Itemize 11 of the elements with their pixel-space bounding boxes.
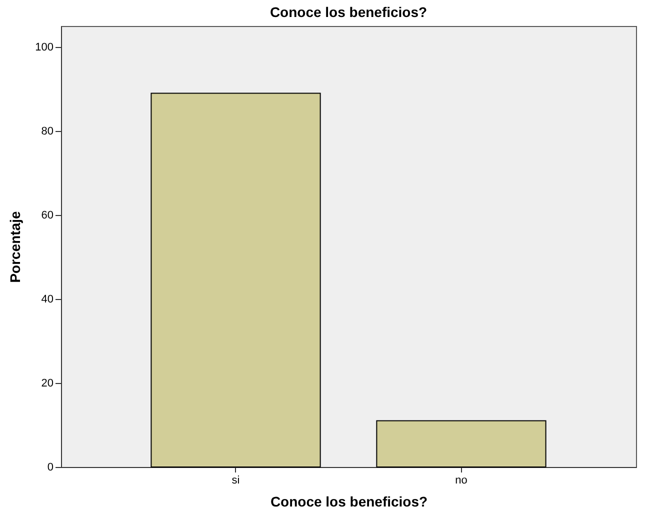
x-axis-title: Conoce los beneficios?	[270, 494, 428, 510]
y-axis-title: Porcentaje	[7, 210, 24, 283]
y-tick-label: 0	[47, 462, 54, 474]
y-tick-label: 100	[35, 42, 54, 54]
y-tick-label: 80	[41, 126, 54, 138]
y-tick-label: 20	[41, 378, 54, 390]
x-tick-label: no	[455, 474, 468, 486]
chart-title: Conoce los beneficios?	[270, 4, 428, 20]
y-tick-label: 60	[41, 210, 54, 222]
x-tick-label: si	[232, 474, 240, 486]
y-tick-label: 40	[41, 294, 54, 306]
